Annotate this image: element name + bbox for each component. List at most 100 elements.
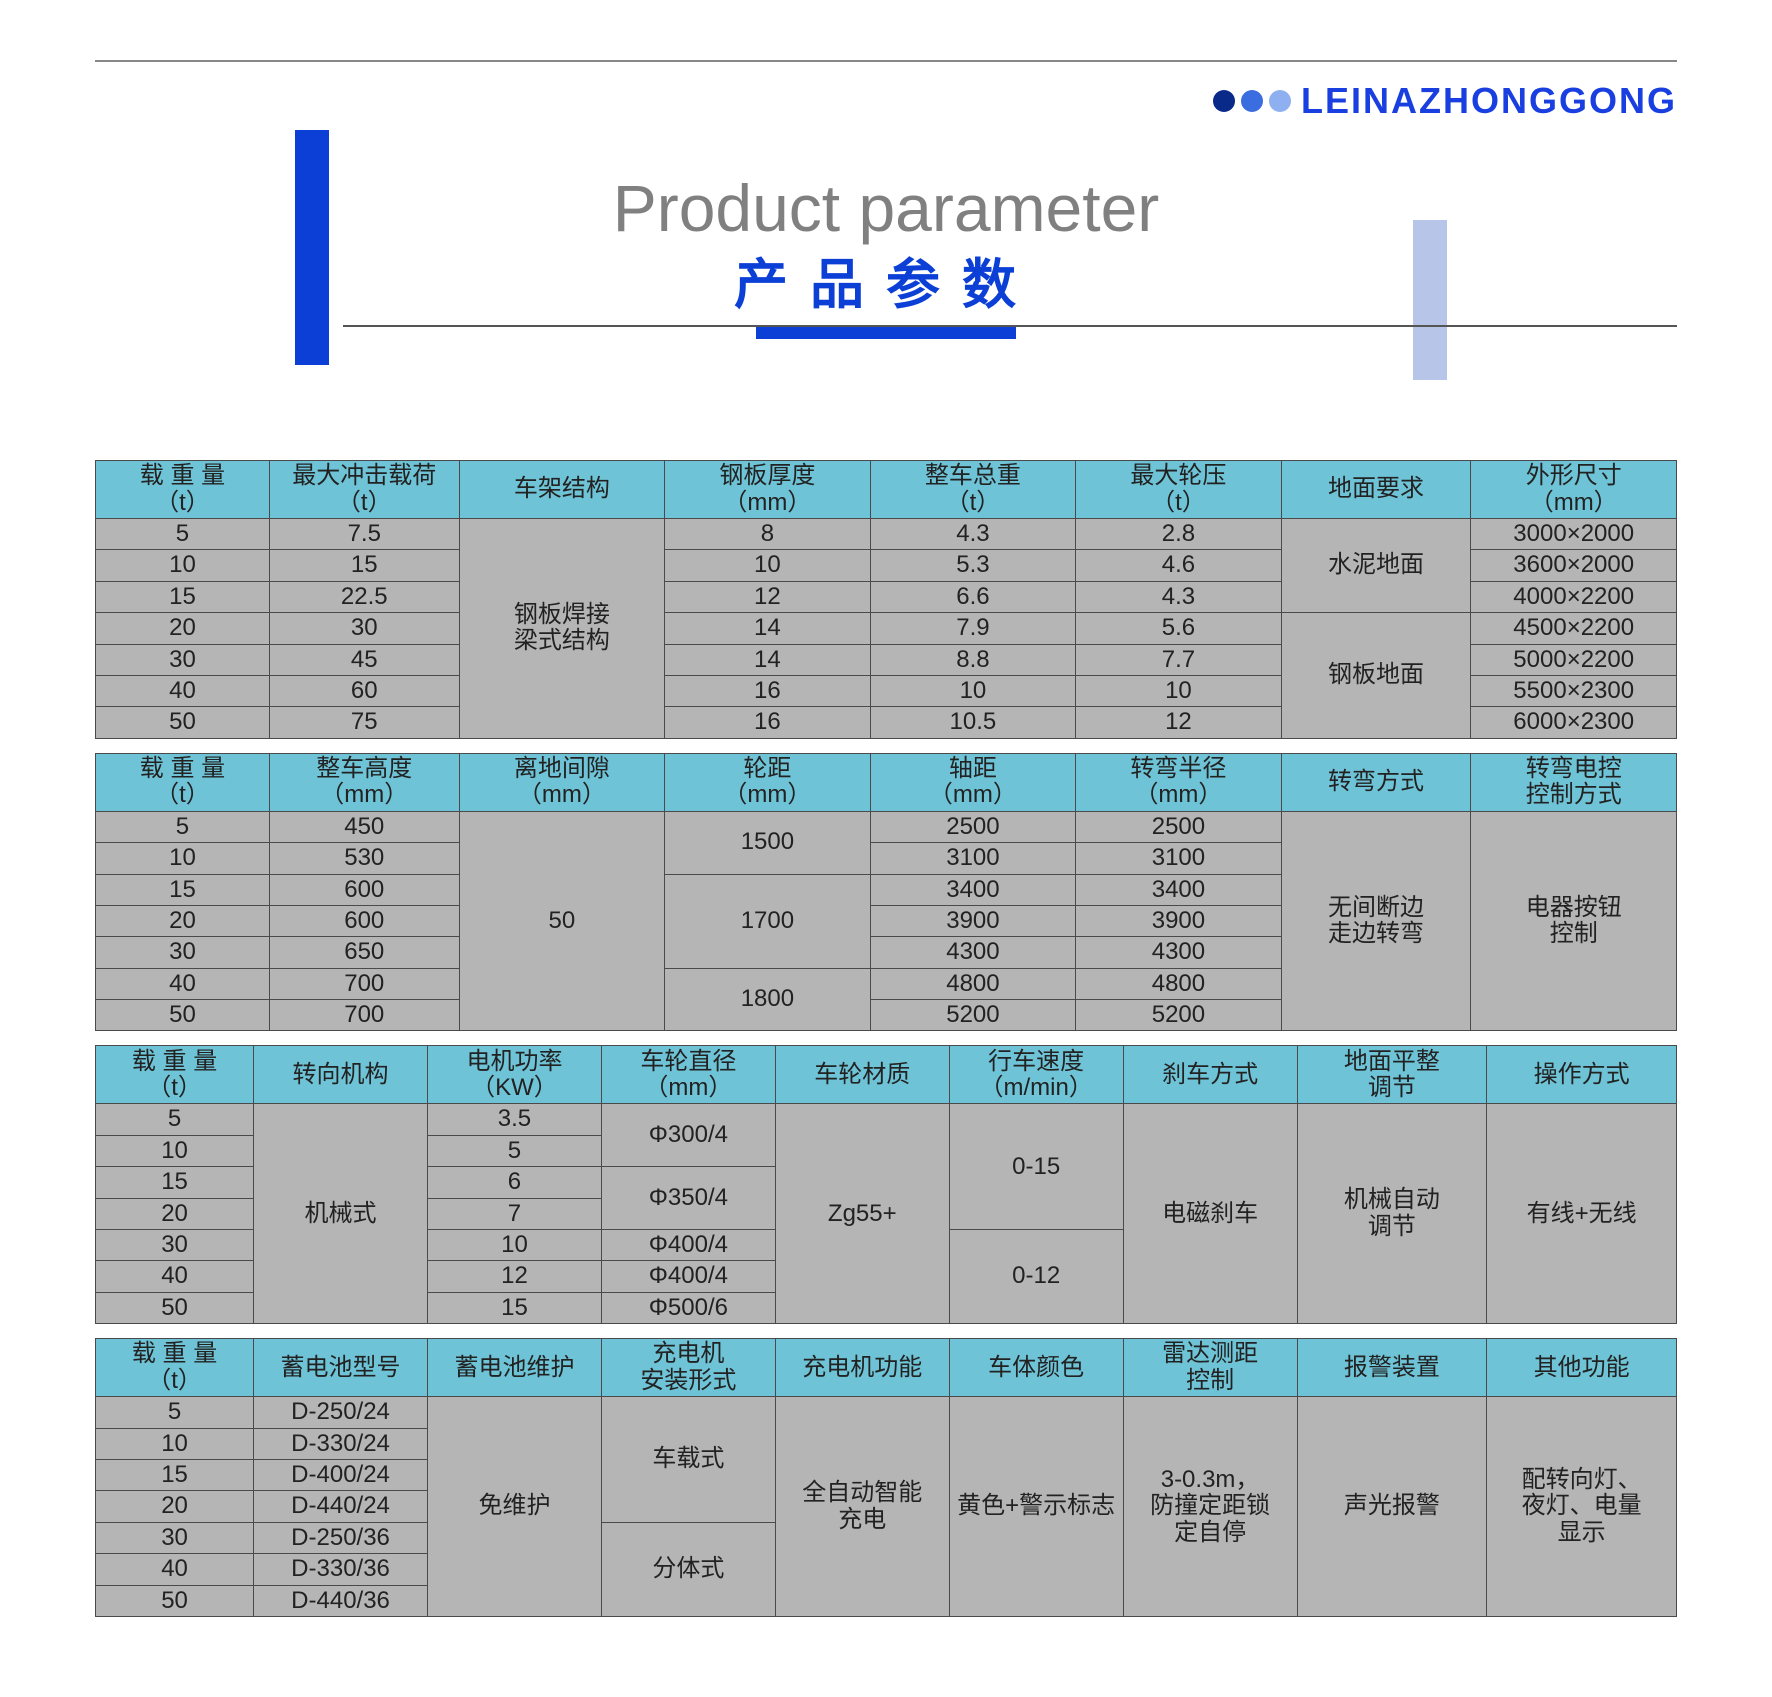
td: 30 [96,644,270,675]
th: 车体颜色 [949,1339,1123,1397]
td: 50 [96,1000,270,1031]
th: 行车速度（m/min） [949,1046,1123,1104]
td: 10 [870,675,1076,706]
td: 5 [96,1397,254,1428]
td: 5200 [1076,1000,1282,1031]
th: 轮距（mm） [665,753,871,811]
brand-row: LEINAZHONGGONG [95,80,1677,122]
td: Φ400/4 [601,1261,775,1292]
td: 12 [428,1261,602,1292]
dot-icon [1213,90,1235,112]
td: 20 [96,613,270,644]
td: 650 [269,937,459,968]
table-spec-4: 载 重 量（t） 蓄电池型号 蓄电池维护 充电机安装形式 充电机功能 车体颜色 … [95,1338,1677,1617]
td: 有线+无线 [1487,1104,1677,1324]
td: Zg55+ [775,1104,949,1324]
th: 刹车方式 [1123,1046,1297,1104]
th: 蓄电池维护 [428,1339,602,1397]
td: 4300 [1076,937,1282,968]
th: 地面要求 [1281,461,1471,519]
td: 7.7 [1076,644,1282,675]
td: 16 [665,675,871,706]
td: 3100 [1076,843,1282,874]
brand-text: LEINAZHONGGONG [1301,80,1677,122]
td: 10 [96,550,270,581]
td: 5.3 [870,550,1076,581]
td: 40 [96,1554,254,1585]
td: 声光报警 [1297,1397,1487,1617]
td: Φ500/6 [601,1292,775,1323]
td: 5 [96,519,270,550]
td: 10 [96,843,270,874]
td: 5 [428,1135,602,1166]
td: 20 [96,1491,254,1522]
td: 3400 [1076,874,1282,905]
th: 最大冲击载荷（t） [269,461,459,519]
td: Φ400/4 [601,1230,775,1261]
td: 4800 [1076,968,1282,999]
th: 载 重 量（t） [96,1046,254,1104]
td: 30 [96,937,270,968]
td: 2500 [1076,811,1282,842]
td: 1800 [665,968,871,1031]
th: 转向机构 [254,1046,428,1104]
td: 22.5 [269,581,459,612]
td: 4300 [870,937,1076,968]
table-spec-1: 载 重 量（t） 最大冲击载荷（t） 车架结构 钢板厚度（mm） 整车总重（t）… [95,460,1677,739]
th: 操作方式 [1487,1046,1677,1104]
table-header-row: 载 重 量（t） 转向机构 电机功率（KW） 车轮直径（mm） 车轮材质 行车速… [96,1046,1677,1104]
td: D-330/36 [254,1554,428,1585]
td: 3000×2000 [1471,519,1677,550]
td: 15 [269,550,459,581]
td: D-250/36 [254,1522,428,1553]
td: 12 [665,581,871,612]
table-row: 2030 147.9 5.6 钢板地面 4500×2200 [96,613,1677,644]
table-row: 5 机械式 3.5 Φ300/4 Zg55+ 0-15 电磁刹车 机械自动 调节… [96,1104,1677,1135]
td: 免维护 [428,1397,602,1617]
dot-icon [1241,90,1263,112]
td: 3100 [870,843,1076,874]
td: 10 [96,1135,254,1166]
accent-bar-right [1413,220,1447,380]
td: 2.8 [1076,519,1282,550]
td: 钢板地面 [1281,613,1471,739]
th: 车轮直径（mm） [601,1046,775,1104]
td: 10.5 [870,707,1076,738]
th: 充电机功能 [775,1339,949,1397]
th: 钢板厚度（mm） [665,461,871,519]
th: 转弯半径（mm） [1076,753,1282,811]
th: 整车高度（mm） [269,753,459,811]
td: 15 [96,1459,254,1490]
td: 30 [96,1522,254,1553]
td: 16 [665,707,871,738]
td: 3.5 [428,1104,602,1135]
title-zh: 产品参数 [386,240,1386,319]
td: 6 [428,1167,602,1198]
td: 机械式 [254,1104,428,1324]
td: 4.3 [870,519,1076,550]
th: 其他功能 [1487,1339,1677,1397]
th: 离地间隙（mm） [459,753,665,811]
td: 无间断边 走边转弯 [1281,811,1471,1031]
th: 载 重 量（t） [96,753,270,811]
brand-dots [1213,90,1291,112]
top-rule [95,60,1677,62]
td: 2500 [870,811,1076,842]
th: 雷达测距控制 [1123,1339,1297,1397]
th: 外形尺寸（mm） [1471,461,1677,519]
td: 电磁刹车 [1123,1104,1297,1324]
th: 轴距（mm） [870,753,1076,811]
td: 1500 [665,811,871,874]
title-underline [756,327,1016,339]
td: 50 [96,1585,254,1616]
td: 0-12 [949,1230,1123,1324]
td: 3-0.3m， 防撞定距锁 定自停 [1123,1397,1297,1617]
td: D-440/24 [254,1491,428,1522]
th: 最大轮压（t） [1076,461,1282,519]
td: 7.5 [269,519,459,550]
td: 4800 [870,968,1076,999]
td: 车载式 [601,1397,775,1523]
td: 0-15 [949,1104,1123,1230]
td: 5 [96,1104,254,1135]
td: 4000×2200 [1471,581,1677,612]
